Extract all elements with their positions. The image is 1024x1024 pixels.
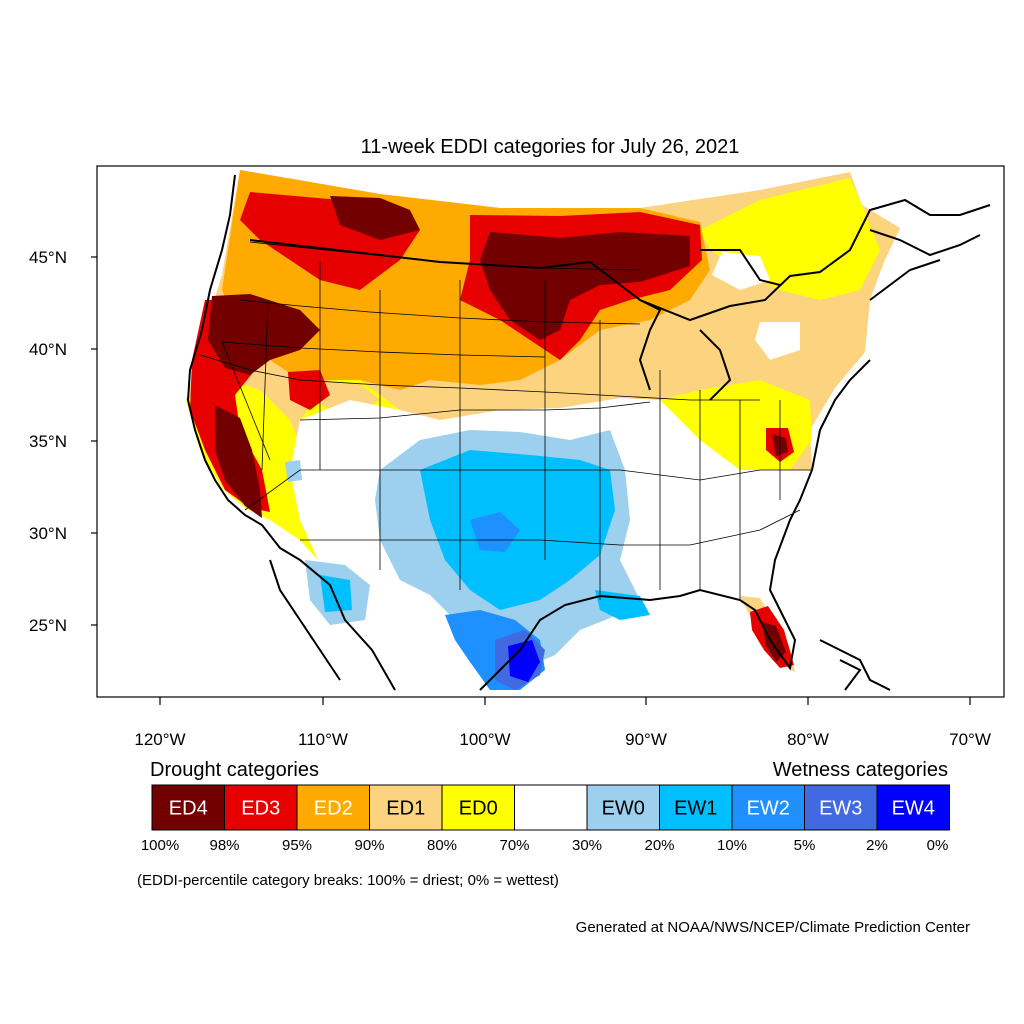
lon-label-80w: 80°W (787, 730, 829, 749)
lat-label-30n: 30°N (29, 524, 67, 543)
coastlines (186, 174, 991, 691)
legend-swatch-ew2: EW2 (731, 784, 805, 831)
longitude-axis: 120°W 110°W 100°W 90°W 80°W 70°W (134, 697, 991, 749)
lon-label-100w: 100°W (459, 730, 510, 749)
footer-credit: Generated at NOAA/NWS/NCEP/Climate Predi… (576, 919, 970, 936)
legend-swatch-label: ED4 (169, 798, 208, 820)
legend-swatch-color (441, 784, 515, 831)
legend-percent-label: 98% (209, 837, 239, 854)
legend-swatch-ew3: EW3 (804, 784, 878, 831)
legend-swatch-color (296, 784, 370, 831)
legend-swatch-color (876, 784, 950, 831)
legend-swatch-color (369, 784, 443, 831)
legend-swatch-color (514, 784, 588, 831)
legend-percent-label: 95% (282, 837, 312, 854)
legend-percent-label: 100% (141, 837, 179, 854)
legend-swatch-label: ED0 (459, 798, 498, 820)
legend-swatch-ed2: ED2 (296, 784, 370, 831)
legend-swatch-label: EW3 (819, 798, 862, 820)
legend-percent-label: 70% (499, 837, 529, 854)
legend-swatch-label: ED1 (386, 798, 425, 820)
legend-swatch-label: EW1 (674, 798, 717, 820)
lat-label-45n: 45°N (29, 248, 67, 267)
map-frame (96, 165, 1005, 698)
lat-label-35n: 35°N (29, 432, 67, 451)
lon-label-90w: 90°W (625, 730, 667, 749)
lat-label-40n: 40°N (29, 340, 67, 359)
legend-swatch-ew4: EW4 (876, 784, 950, 831)
legend-swatch-ed4: ED4 (151, 784, 225, 831)
legend-swatch-color (224, 784, 298, 831)
legend: Drought categories Wetness categories ED… (137, 759, 950, 889)
legend-swatch-label: EW2 (747, 798, 790, 820)
legend-swatches: ED4 ED3 ED2 ED1 ED0 EW0 EW1 EW2 EW3 EW4 (151, 784, 950, 831)
lon-label-70w: 70°W (949, 730, 991, 749)
legend-swatch-color (804, 784, 878, 831)
legend-percent-label: 10% (717, 837, 747, 854)
legend-swatch-label: ED2 (314, 798, 353, 820)
state-boundaries (199, 241, 812, 600)
legend-percent-label: 80% (427, 837, 457, 854)
lon-label-110w: 110°W (298, 730, 348, 749)
legend-swatch-label: ED3 (241, 798, 280, 820)
map-panel (97, 166, 1004, 697)
legend-swatch-ew0: EW0 (586, 784, 660, 831)
legend-percent-label: 0% (927, 837, 949, 854)
legend-percent-label: 20% (644, 837, 674, 854)
legend-percent-label: 30% (572, 837, 602, 854)
eddi-category-fill (186, 170, 900, 690)
lat-label-25n: 25°N (29, 616, 67, 635)
legend-swatch-ed1: ED1 (369, 784, 443, 831)
latitude-axis: 45°N 40°N 35°N 30°N 25°N (29, 248, 97, 635)
lon-label-120w: 120°W (134, 730, 185, 749)
legend-swatch-ed3: ED3 (224, 784, 298, 831)
legend-percent-label: 5% (794, 837, 816, 854)
legend-swatch-normal (514, 784, 588, 831)
legend-swatch-ew1: EW1 (659, 784, 733, 831)
legend-swatch-label: EW4 (892, 798, 935, 820)
legend-swatch-ed0: ED0 (441, 784, 515, 831)
legend-percent-labels: 100% 98% 95% 90% 80% 70% 30% 20% 10% 5% 2% 0% (141, 837, 949, 854)
legend-percent-label: 2% (866, 837, 888, 854)
legend-note: (EDDI-percentile category breaks: 100% =… (137, 872, 559, 889)
wetness-categories-heading: Wetness categories (773, 759, 948, 781)
legend-percent-label: 90% (354, 837, 384, 854)
legend-swatch-label: EW0 (602, 798, 645, 820)
legend-swatch-color (731, 784, 805, 831)
map-title: 11-week EDDI categories for July 26, 202… (361, 136, 740, 158)
legend-swatch-color (151, 784, 225, 831)
drought-categories-heading: Drought categories (150, 759, 319, 781)
